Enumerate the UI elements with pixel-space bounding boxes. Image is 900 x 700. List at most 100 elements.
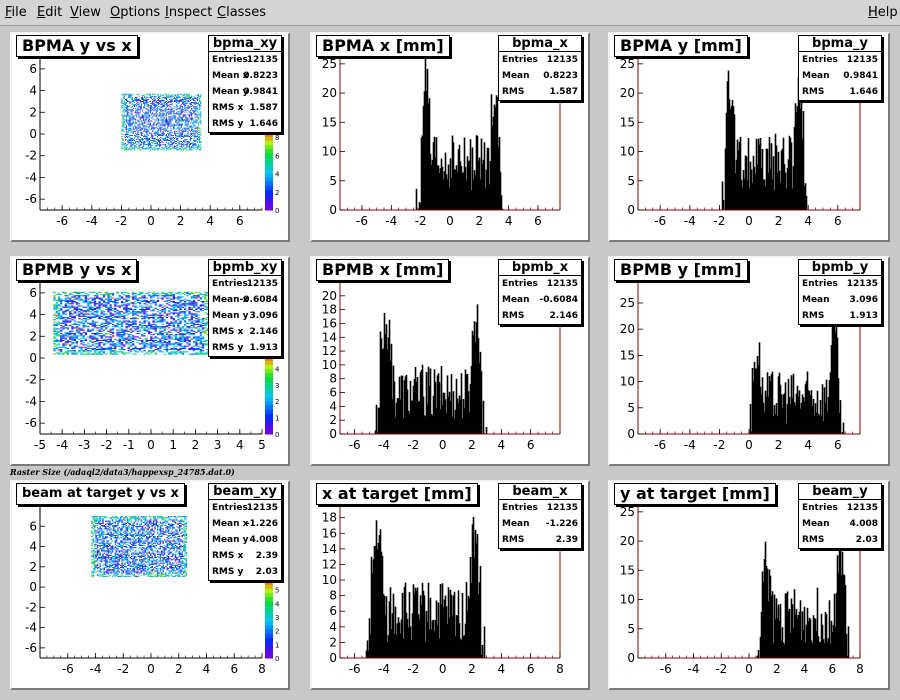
heat-cell: [194, 113, 196, 115]
pad-6[interactable]: -6 -4 -2 0 2 4 6 0 5 10 15 20 25 BPMB y [mm] bpmb_y Ent…: [608, 256, 890, 466]
heat-cell: [118, 305, 121, 307]
y-tick-label: -4: [25, 170, 37, 184]
heat-cell: [144, 120, 146, 122]
pad-1[interactable]: 0 2 4 6 8 -6 -4 -2 0 2 4 6 -6 -4 -2 0 2 4 6 BPMA y vs x bpma…: [10, 32, 290, 242]
menu-view[interactable]: View: [70, 5, 101, 20]
heat-cell: [78, 318, 81, 320]
heat-cell: [199, 97, 201, 99]
menu-help[interactable]: Help: [868, 5, 898, 20]
heat-cell: [75, 329, 79, 331]
heat-cell: [199, 349, 202, 351]
heat-cell: [91, 338, 94, 340]
heat-cell: [98, 555, 100, 557]
heat-cell: [159, 330, 162, 332]
heat-cell: [134, 308, 137, 310]
heat-cell: [94, 553, 96, 555]
heat-cell: [179, 106, 181, 108]
heat-cell: [66, 305, 70, 307]
heat-cell: [140, 99, 142, 100]
heat-cell: [138, 93, 140, 95]
menu-options[interactable]: Options: [110, 5, 161, 20]
heat-cell: [157, 100, 159, 101]
pad-7[interactable]: 0 1 2 3 4 5 -6 -4 -2 0 2 4 6 8 -6 -4 -2 0 2 4 6 beam at targe…: [10, 480, 290, 690]
heat-cell: [146, 112, 148, 114]
heat-cell: [168, 323, 171, 325]
heat-cell: [199, 308, 202, 310]
heat-cell: [156, 292, 160, 294]
heat-cell: [192, 306, 196, 308]
heat-cell: [96, 549, 99, 551]
heat-cell: [192, 146, 194, 148]
heat-cell: [139, 129, 141, 131]
heat-cell: [191, 143, 193, 145]
pad-3[interactable]: -6 -4 -2 0 2 4 6 0 5 10 15 20 25 BPMA y [mm] bpma_y Ent…: [608, 32, 890, 242]
heat-cell: [99, 569, 101, 571]
stats-key: Entries: [212, 55, 248, 65]
heat-cell: [91, 326, 94, 328]
heat-cell: [160, 140, 162, 141]
menu-inspect[interactable]: Inspect: [165, 5, 213, 20]
pad-5[interactable]: -6 -4 -2 0 2 4 6 0 2 4 6 8 10 12 14 16 18 20 BPMB x [mm] bp…: [310, 256, 590, 466]
pad-4[interactable]: 0 1 2 3 4 -5 -4 -3 -2 -1 0 1 2 3 4 5 -6 -4 -2 0 2 4 6 BPMB y vs…: [10, 256, 290, 466]
heat-cell: [177, 292, 180, 294]
heat-cell: [159, 318, 162, 320]
heat-cell: [91, 297, 94, 299]
heat-cell: [140, 121, 142, 123]
heat-cell: [190, 318, 193, 320]
heat-cell: [153, 97, 155, 99]
heat-cell: [140, 116, 142, 118]
heat-cell: [185, 139, 187, 140]
heat-cell: [55, 338, 58, 340]
heat-cell: [146, 148, 148, 150]
heat-cell: [100, 347, 103, 349]
heat-cell: [165, 140, 167, 141]
heat-cell: [62, 322, 65, 324]
heat-cell: [57, 349, 61, 351]
heat-cell: [195, 337, 198, 339]
heat-cell: [94, 551, 96, 553]
heat-cell: [102, 299, 106, 301]
heat-cell: [116, 305, 119, 307]
heat-cell: [94, 529, 96, 531]
heat-cell: [153, 103, 155, 105]
heat-cell: [197, 321, 200, 323]
heat-cell: [179, 338, 182, 340]
heat-cell: [195, 131, 197, 133]
heat-cell: [183, 291, 187, 293]
heat-cell: [100, 304, 103, 306]
heat-cell: [145, 112, 147, 114]
heat-cell: [91, 333, 94, 335]
heat-cell: [91, 336, 94, 338]
heat-cell: [132, 320, 135, 322]
heat-cell: [165, 334, 169, 336]
heat-cell: [62, 336, 65, 338]
heat-cell: [140, 149, 142, 151]
heat-cell: [111, 351, 115, 353]
heat-cell: [154, 106, 156, 108]
heat-cell: [189, 106, 191, 108]
heat-cell: [192, 349, 196, 351]
heat-cell: [84, 347, 88, 349]
pad-2[interactable]: -6 -4 -2 0 2 4 6 0 5 10 15 20 25 BPMA x [mm] bpma_x Ent…: [310, 32, 590, 242]
menu-edit[interactable]: Edit: [37, 5, 63, 20]
heat-cell: [152, 320, 155, 322]
heat-cell: [150, 339, 153, 341]
heat-cell: [138, 333, 142, 335]
heat-cell: [170, 300, 173, 302]
heat-cell: [146, 93, 148, 95]
heat-cell: [186, 135, 188, 137]
y-tick-label: -6: [25, 416, 37, 430]
heat-cell: [140, 127, 142, 129]
heat-cell: [93, 345, 97, 347]
heat-cell: [155, 116, 157, 118]
menu-classes[interactable]: Classes: [217, 5, 266, 20]
heat-cell: [98, 544, 100, 546]
heat-cell: [178, 126, 180, 128]
menu-file[interactable]: File: [5, 5, 27, 20]
heat-cell: [128, 123, 130, 125]
heat-cell: [180, 126, 182, 128]
heat-cell: [165, 300, 169, 302]
heat-cell: [96, 527, 99, 529]
heat-cell: [53, 305, 56, 307]
heat-cell: [136, 312, 139, 314]
